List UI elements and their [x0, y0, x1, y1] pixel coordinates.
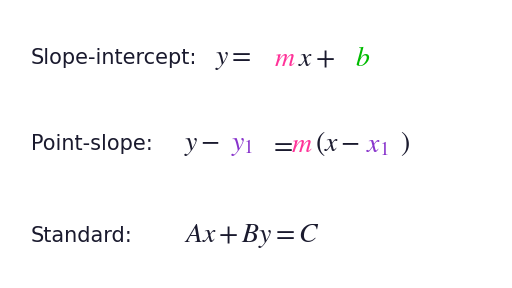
Text: $m$: $m$ [274, 43, 295, 72]
Text: $y - $: $y - $ [184, 130, 221, 158]
Text: $y = $: $y = $ [215, 43, 252, 72]
Text: $=$: $=$ [269, 130, 292, 158]
Text: $m$: $m$ [291, 130, 312, 158]
Text: $b$: $b$ [355, 43, 370, 72]
Text: Slope-intercept:: Slope-intercept: [31, 48, 197, 68]
Text: $)$: $)$ [400, 130, 410, 158]
Text: $x_1$: $x_1$ [366, 130, 389, 158]
Text: Standard:: Standard: [31, 226, 133, 246]
Text: $Ax + By = C$: $Ax + By = C$ [184, 222, 319, 250]
Text: $y_1$: $y_1$ [231, 130, 254, 158]
Text: Point-slope:: Point-slope: [31, 134, 153, 154]
Text: $(x - $: $(x - $ [315, 130, 360, 158]
Text: $x + $: $x + $ [298, 43, 335, 72]
